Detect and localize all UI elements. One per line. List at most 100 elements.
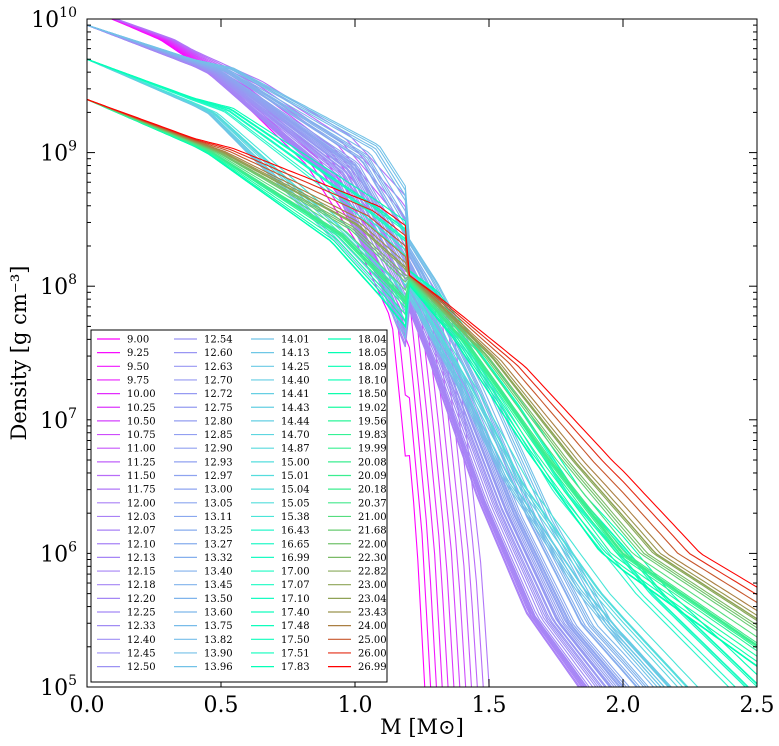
legend-label: 18.50 [358, 389, 387, 400]
legend-label: 12.03 [127, 512, 156, 523]
legend-label: 13.50 [204, 594, 233, 605]
legend-label: 12.20 [127, 594, 156, 605]
legend-label: 20.37 [358, 498, 387, 509]
legend-label: 13.90 [204, 648, 233, 659]
legend-label: 10.25 [127, 403, 156, 414]
legend-label: 22.82 [358, 567, 387, 578]
legend-label: 10.00 [127, 389, 156, 400]
legend-label: 9.00 [127, 335, 149, 346]
legend-label: 12.40 [127, 635, 156, 646]
legend-label: 12.90 [204, 444, 233, 455]
legend-label: 14.25 [281, 362, 310, 373]
legend-label: 13.25 [204, 526, 233, 537]
x-tick-label: 0.0 [70, 693, 105, 718]
y-tick-base: 10 [40, 142, 68, 167]
legend-label: 12.45 [127, 648, 156, 659]
profile-line-13.60 [87, 24, 655, 687]
legend-label: 17.07 [281, 580, 310, 591]
legend-label: 19.99 [358, 444, 387, 455]
legend-label: 17.50 [281, 635, 310, 646]
legend-label: 12.72 [204, 389, 233, 400]
legend-label: 13.40 [204, 567, 233, 578]
legend-label: 26.00 [358, 648, 387, 659]
x-tick-label: 1.0 [338, 693, 373, 718]
profile-line-13.96 [87, 24, 673, 687]
y-tick-base: 10 [40, 409, 68, 434]
legend-label: 17.00 [281, 567, 310, 578]
legend-label: 12.93 [204, 457, 233, 468]
legend-label: 12.33 [127, 621, 156, 632]
legend-label: 21.68 [358, 526, 387, 537]
legend-label: 11.75 [127, 485, 156, 496]
legend-label: 13.11 [204, 512, 233, 523]
legend-label: 12.13 [127, 553, 156, 564]
legend-label: 15.05 [281, 498, 310, 509]
legend-label: 14.01 [281, 335, 310, 346]
legend-label: 16.43 [281, 526, 310, 537]
legend-label: 12.00 [127, 498, 156, 509]
legend-label: 23.04 [358, 594, 387, 605]
x-tick-label: 2.5 [740, 693, 775, 718]
y-tick-base: 10 [40, 676, 68, 701]
legend-label: 13.45 [204, 580, 233, 591]
legend-label: 14.70 [281, 430, 310, 441]
legend-label: 13.00 [204, 485, 233, 496]
profile-line-21.00 [87, 98, 757, 638]
legend-label: 13.75 [204, 621, 233, 632]
legend-label: 9.75 [127, 375, 149, 386]
legend-label: 12.54 [204, 335, 233, 346]
y-axis-label: Density [g cm⁻³] [7, 266, 31, 441]
legend-label: 22.30 [358, 553, 387, 564]
legend-label: 12.15 [127, 567, 156, 578]
legend-label: 13.60 [204, 608, 233, 619]
legend-label: 12.50 [127, 662, 156, 673]
profile-line-26.99 [87, 98, 757, 588]
legend-label: 19.02 [358, 403, 387, 414]
y-tick-label: 107 [40, 406, 77, 434]
legend-label: 18.05 [358, 348, 387, 359]
legend-label: 12.10 [127, 539, 156, 550]
y-tick-exponent: 5 [68, 673, 77, 689]
profile-line-17.83 [87, 58, 757, 676]
legend-label: 17.40 [281, 608, 310, 619]
legend-label: 9.50 [127, 362, 149, 373]
x-tick-label: 1.5 [472, 693, 507, 718]
legend-label: 23.43 [358, 608, 387, 619]
legend-label: 20.09 [358, 471, 387, 482]
legend-label: 19.56 [358, 416, 387, 427]
profile-line-15.05 [87, 58, 689, 687]
legend-label: 14.43 [281, 403, 310, 414]
profile-lines [87, 19, 757, 687]
legend-label: 21.00 [358, 512, 387, 523]
legend-label: 12.97 [204, 471, 233, 482]
legend-label: 10.50 [127, 416, 156, 427]
legend-label: 14.44 [281, 416, 310, 427]
y-tick-label: 105 [40, 673, 77, 701]
plot-frame [86, 18, 758, 688]
legend-label: 20.08 [358, 457, 387, 468]
y-tick-exponent: 7 [68, 406, 77, 422]
legend-label: 19.83 [358, 430, 387, 441]
profile-line-16.65 [87, 58, 737, 687]
profile-line-19.02 [87, 98, 757, 657]
legend-label: 11.25 [127, 457, 156, 468]
legend-label: 14.40 [281, 375, 310, 386]
y-tick-label: 108 [40, 272, 77, 300]
profile-line-20.37 [87, 98, 757, 644]
legend: 9.00 9.25 9.50 9.75 10.00 10.25 10.50 10.75 11.0… [90, 329, 388, 683]
legend-label: 10.75 [127, 430, 156, 441]
legend-label: 15.04 [281, 485, 310, 496]
legend-label: 9.25 [127, 348, 149, 359]
y-tick-exponent: 6 [68, 539, 77, 555]
legend-label: 18.09 [358, 362, 387, 373]
legend-label: 17.83 [281, 662, 310, 673]
legend-label: 11.50 [127, 471, 156, 482]
y-tick-label: 1010 [31, 5, 77, 33]
legend-label: 16.65 [281, 539, 310, 550]
legend-label: 13.82 [204, 635, 233, 646]
legend-label: 22.00 [358, 539, 387, 550]
legend-label: 17.10 [281, 594, 310, 605]
x-tick-label: 0.5 [204, 693, 239, 718]
legend-label: 12.70 [204, 375, 233, 386]
